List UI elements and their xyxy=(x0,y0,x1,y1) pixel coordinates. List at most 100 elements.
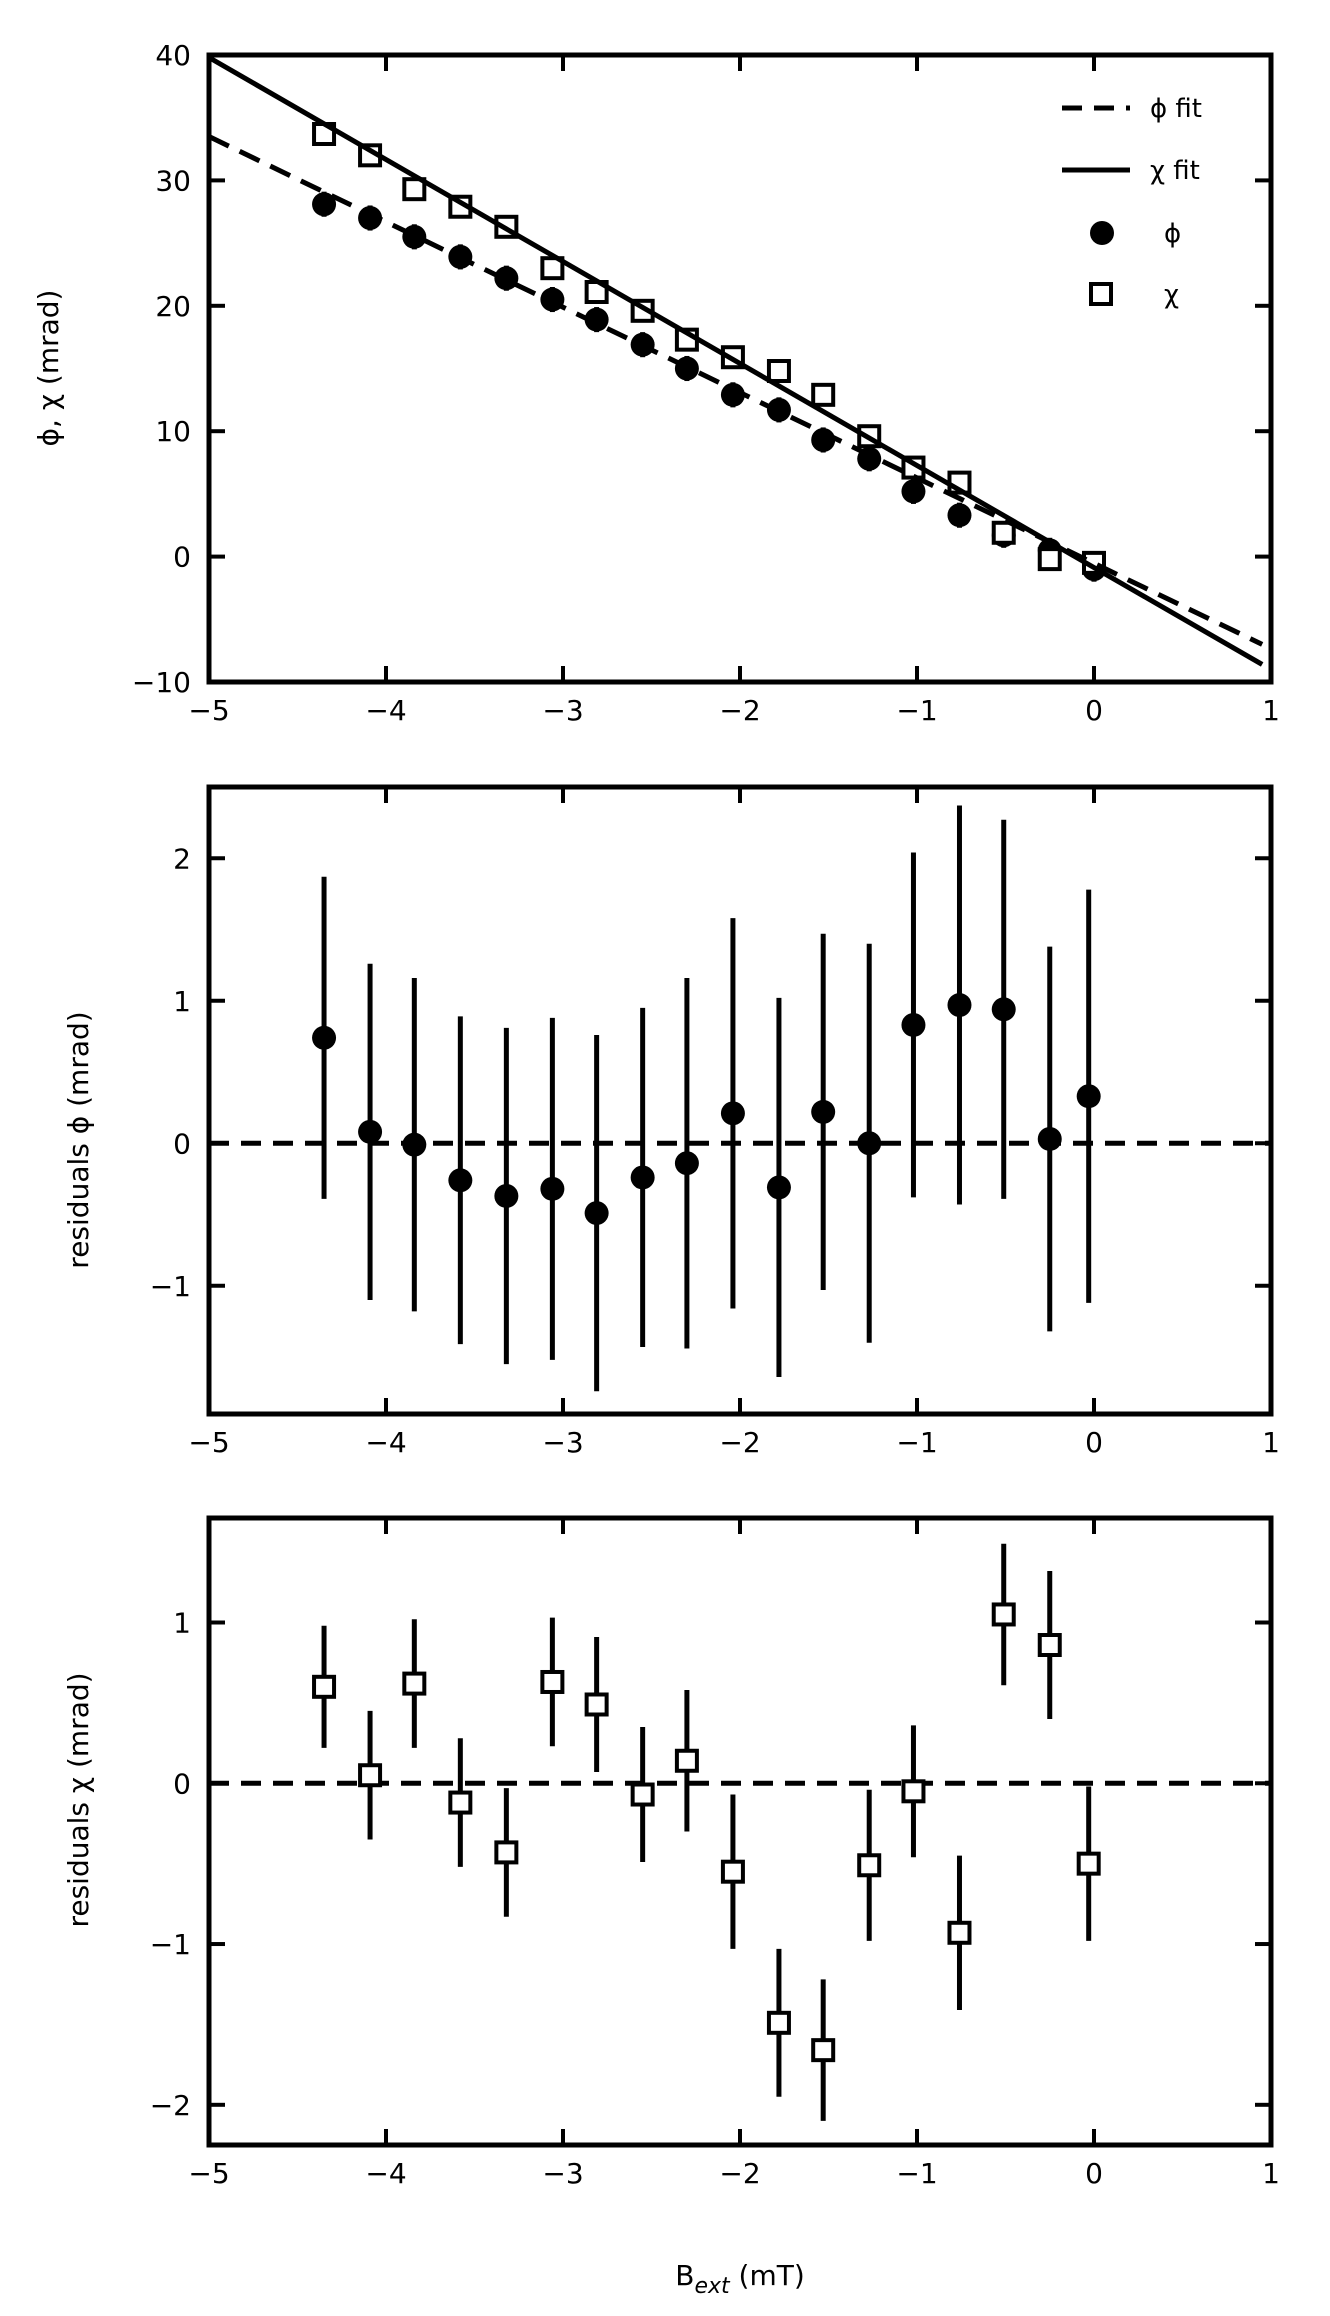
x-tick-label: −1 xyxy=(896,1426,937,1459)
data-point-phi xyxy=(857,1131,882,1156)
data-point-phi xyxy=(1076,1084,1101,1109)
data-point-chi xyxy=(358,1763,383,1788)
xlabel-bottom: Bext (mT) xyxy=(675,2259,805,2299)
data-point-chi xyxy=(540,1669,565,1694)
data-point-phi xyxy=(402,1132,427,1157)
data-point-phi xyxy=(901,1012,926,1037)
data-point-chi xyxy=(811,382,836,407)
y-tick-label: 0 xyxy=(173,541,191,574)
data-point-phi xyxy=(947,993,972,1018)
data-point-phi xyxy=(584,1201,609,1226)
legend-phi-label: ϕ xyxy=(1164,219,1181,249)
data-point-chi xyxy=(991,520,1016,545)
x-tick-label: −4 xyxy=(365,2157,406,2190)
xlabel-unit: (mT) xyxy=(730,2259,805,2292)
data-point-chi xyxy=(674,1748,699,1773)
x-tick-label: 1 xyxy=(1262,1426,1280,1459)
data-point-phi xyxy=(584,307,609,332)
fit-line-chi xyxy=(207,55,1264,667)
data-point-phi xyxy=(674,1151,699,1176)
y-tick-label: 0 xyxy=(173,1127,191,1160)
y-tick-label: −1 xyxy=(150,1928,191,1961)
data-point-chi xyxy=(584,1692,609,1717)
data-point-chi xyxy=(857,1853,882,1878)
data-point-chi xyxy=(402,1671,427,1696)
data-point-phi xyxy=(494,266,519,291)
x-tick-label: −2 xyxy=(719,1426,760,1459)
x-tick-label: −4 xyxy=(365,1426,406,1459)
x-tick-label: −3 xyxy=(542,1426,583,1459)
x-tick-label: 0 xyxy=(1085,2157,1103,2190)
x-tick-label: −1 xyxy=(896,2157,937,2190)
data-point-phi xyxy=(720,382,745,407)
panel-middle: −5 −4 −3 −2 −1 0 1 −1 0 1 2 residuals ϕ (mrad) xyxy=(62,784,1280,1459)
data-point-chi xyxy=(494,1840,519,1865)
x-tick-label: 1 xyxy=(1262,694,1280,727)
y-tick-label: 30 xyxy=(155,164,191,197)
data-point-phi xyxy=(448,1168,473,1193)
data-point-phi xyxy=(358,1119,383,1144)
y-tick-label: 40 xyxy=(155,39,191,72)
data-point-chi xyxy=(402,177,427,202)
xlabel-main: B xyxy=(675,2259,694,2292)
legend-phi-marker xyxy=(1090,221,1114,245)
legend-phi-fit-label: ϕ fit xyxy=(1150,94,1202,124)
data-point-phi xyxy=(720,1101,745,1126)
data-point-phi xyxy=(901,479,926,504)
ylabel-top: ϕ, χ (mrad) xyxy=(32,290,65,447)
x-tick-label: 0 xyxy=(1085,1426,1103,1459)
data-point-phi xyxy=(811,1099,836,1124)
fit-line-phi xyxy=(207,134,1264,647)
legend-chi-marker xyxy=(1089,282,1113,306)
data-point-phi xyxy=(947,503,972,528)
data-point-phi xyxy=(494,1183,519,1208)
data-point-phi xyxy=(402,224,427,249)
data-point-chi xyxy=(947,1920,972,1945)
y-tick-label: −1 xyxy=(150,1270,191,1303)
data-point-chi xyxy=(766,359,791,384)
y-tick-label: 10 xyxy=(155,415,191,448)
x-tick-label: 1 xyxy=(1262,2157,1280,2190)
y-tick-label: 20 xyxy=(155,290,191,323)
x-tick-label: −5 xyxy=(188,694,229,727)
x-tick-label: −4 xyxy=(365,694,406,727)
xlabel-sub: ext xyxy=(694,2274,731,2299)
y-tick-label: 1 xyxy=(173,1607,191,1640)
data-point-chi xyxy=(630,1782,655,1807)
data-point-phi xyxy=(766,1175,791,1200)
data-point-chi xyxy=(991,1602,1016,1627)
data-point-chi xyxy=(448,1790,473,1815)
y-tick-label: 0 xyxy=(173,1767,191,1800)
data-point-chi xyxy=(1037,1633,1062,1658)
legend: ϕ fit χ fit ϕ χ xyxy=(1062,94,1202,310)
data-point-phi xyxy=(312,192,337,217)
data-point-chi xyxy=(1076,1851,1101,1876)
y-tick-label: 1 xyxy=(173,985,191,1018)
data-point-chi xyxy=(766,2010,791,2035)
data-point-chi xyxy=(901,1779,926,1804)
ylabel-middle: residuals ϕ (mrad) xyxy=(62,1011,95,1268)
data-point-chi xyxy=(312,1674,337,1699)
data-point-chi xyxy=(811,2038,836,2063)
x-tick-label: −3 xyxy=(542,694,583,727)
panel-bottom: −5 −4 −3 −2 −1 0 1 −2 −1 0 1 residuals χ (mrad) Be… xyxy=(62,1515,1280,2299)
legend-chi-fit-label: χ fit xyxy=(1150,156,1200,186)
x-tick-label: 0 xyxy=(1085,694,1103,727)
legend-chi-label: χ xyxy=(1164,280,1179,310)
y-tick-label: 2 xyxy=(173,842,191,875)
data-point-phi xyxy=(312,1025,337,1050)
data-point-chi xyxy=(1037,547,1062,572)
y-tick-label: −2 xyxy=(150,2089,191,2122)
data-point-phi xyxy=(1037,1126,1062,1151)
x-tick-label: −3 xyxy=(542,2157,583,2190)
x-tick-label: −1 xyxy=(896,694,937,727)
x-tick-label: −2 xyxy=(719,2157,760,2190)
x-tick-label: −5 xyxy=(188,1426,229,1459)
data-point-phi xyxy=(991,997,1016,1022)
x-tick-label: −5 xyxy=(188,2157,229,2190)
x-tick-label: −2 xyxy=(719,694,760,727)
data-point-phi xyxy=(540,1176,565,1201)
data-point-chi xyxy=(720,1859,745,1884)
